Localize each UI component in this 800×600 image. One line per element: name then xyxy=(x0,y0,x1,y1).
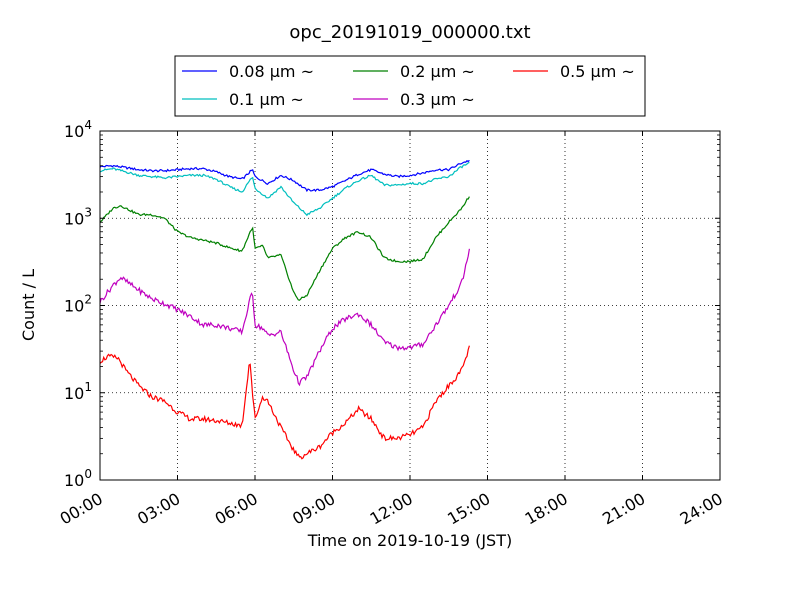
chart-title: opc_20191019_000000.txt xyxy=(289,22,530,43)
x-axis-label: Time on 2019-10-19 (JST) xyxy=(307,531,512,550)
x-tick-label: 03:00 xyxy=(134,489,183,529)
y-tick-label: 102 xyxy=(64,293,92,316)
x-tick-label: 12:00 xyxy=(367,489,416,529)
legend-box xyxy=(174,55,646,117)
x-tick-label: 24:00 xyxy=(677,489,726,529)
grid-lines xyxy=(100,131,720,480)
x-tick-label: 18:00 xyxy=(522,489,571,529)
x-tick-label: 09:00 xyxy=(289,489,338,529)
legend: 0.08 μm ~ 0.1 μm ~ 0.2 μm ~ 0.3 μm ~ 0.5 μm … xyxy=(174,55,646,117)
series-line xyxy=(99,159,470,193)
legend-label: 0.2 μm ~ xyxy=(400,62,475,81)
series-line xyxy=(99,161,470,217)
y-tick-base: 10 xyxy=(64,297,84,316)
y-tick-base: 10 xyxy=(64,384,84,403)
x-tick-label: 21:00 xyxy=(599,489,648,529)
series-line xyxy=(99,196,470,301)
y-tick-base: 10 xyxy=(64,122,84,141)
legend-label: 0.08 μm ~ xyxy=(229,62,314,81)
x-axis-ticks: 00:00 03:00 06:00 09:00 12:00 15:00 18:00 21:00… xyxy=(57,131,726,529)
legend-label: 0.1 μm ~ xyxy=(229,90,304,109)
y-tick-base: 10 xyxy=(64,209,84,228)
series-lines xyxy=(99,159,470,460)
y-tick-exponent: 4 xyxy=(84,118,92,132)
x-tick-label: 15:00 xyxy=(444,489,493,529)
legend-label: 0.3 μm ~ xyxy=(400,90,475,109)
y-tick-label: 101 xyxy=(64,380,92,403)
y-tick-exponent: 3 xyxy=(84,205,92,219)
y-tick-exponent: 1 xyxy=(84,380,92,394)
y-tick-exponent: 0 xyxy=(84,467,92,481)
y-tick-label: 100 xyxy=(64,467,92,490)
x-tick-label: 06:00 xyxy=(212,489,261,529)
series-line xyxy=(99,248,470,387)
series-line xyxy=(99,345,470,460)
y-tick-label: 103 xyxy=(64,205,92,228)
y-tick-base: 10 xyxy=(64,471,84,490)
y-tick-label: 104 xyxy=(64,118,92,141)
x-tick-label: 00:00 xyxy=(57,489,106,529)
y-axis-label: Count / L xyxy=(19,269,38,341)
legend-label: 0.5 μm ~ xyxy=(560,62,635,81)
y-tick-exponent: 2 xyxy=(84,293,92,307)
